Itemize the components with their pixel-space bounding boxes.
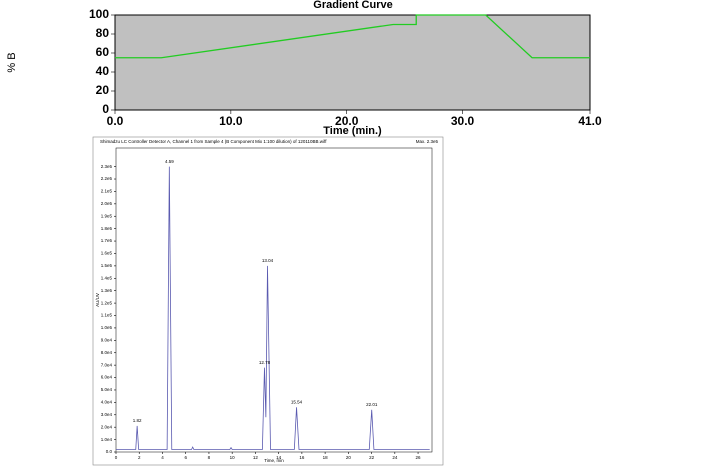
y-tick-label: 1.9e5 [101,213,113,218]
y-tick-label: 1.4e5 [101,275,113,280]
plot-area [114,14,591,111]
y-tick-label: 2.0e5 [101,201,113,206]
x-tick-label: 26 [416,455,422,460]
x-tick-label: 10.0 [219,114,243,128]
chart-subtitle: Max. 2.3e5 [416,139,439,144]
x-axis-label: Time, min [264,458,284,463]
peak-label: 1.82 [133,418,142,423]
y-tick-label: 2.0e4 [101,424,113,429]
x-tick-label: 18 [323,455,329,460]
y-tick-label: 0.0 [106,449,113,454]
x-tick-label: 12 [253,455,259,460]
x-tick-label: 0.0 [107,114,124,128]
y-tick-label: 60 [96,45,110,59]
peak-label: 12.78 [259,360,271,365]
y-tick-label: 1.0e4 [101,437,113,442]
y-tick-label: 1.7e5 [101,238,113,243]
y-tick-label: 2.1e5 [101,189,113,194]
x-tick-label: 22 [369,455,375,460]
y-axis-label: % B [6,52,18,72]
y-axis-label: AU/UV [95,293,100,307]
y-tick-label: 1.0e5 [101,325,113,330]
chart-title: Shimadzu LC Controller Detector A, Chann… [100,139,327,144]
y-tick-label: 1.6e5 [101,251,113,256]
y-tick-label: 20 [96,83,110,97]
peak-label: 4.59 [165,159,174,164]
x-tick-label: 10 [230,455,236,460]
data-line [115,14,590,59]
y-tick-label: 1.3e5 [101,288,113,293]
y-tick-label: 100 [89,7,109,21]
y-tick-label: 40 [96,64,110,78]
x-tick-label: 0 [115,455,118,460]
data-line [116,166,430,450]
y-tick-label: 4.0e4 [101,400,113,405]
y-tick-label: 5.0e4 [101,387,113,392]
x-tick-label: 20.0 [335,114,359,128]
y-tick-label: 3.0e4 [101,412,113,417]
x-tick-label: 8 [208,455,211,460]
y-tick-label: 9.0e4 [101,338,113,343]
x-tick-label: 24 [392,455,398,460]
x-tick-label: 6 [184,455,187,460]
y-tick-label: 2.2e5 [101,176,113,181]
x-tick-label: 4 [161,455,164,460]
x-axis-label: Time (min.) [323,125,382,137]
x-tick-label: 2 [138,455,141,460]
y-tick-label: 1.8e5 [101,226,113,231]
x-tick-label: 30.0 [451,114,475,128]
x-tick-label: 20 [346,455,352,460]
y-tick-label: 80 [96,26,110,40]
y-tick-label: 7.0e4 [101,362,113,367]
y-tick-label: 2.3e5 [101,164,113,169]
y-tick-label: 1.2e5 [101,300,113,305]
y-tick-label: 6.0e4 [101,375,113,380]
y-tick-label: 0 [102,102,109,116]
peak-label: 15.54 [291,400,303,405]
peak-label: 13.04 [262,258,274,263]
x-tick-label: 14 [276,455,282,460]
x-tick-label: 41.0 [578,114,602,128]
y-tick-label: 1.1e5 [101,313,113,318]
x-tick-label: 16 [299,455,305,460]
y-tick-label: 8.0e4 [101,350,113,355]
plot-area [115,147,433,453]
y-tick-label: 1.5e5 [101,263,113,268]
peak-label: 22.01 [366,402,378,407]
chart-title: Gradient Curve [313,0,392,11]
